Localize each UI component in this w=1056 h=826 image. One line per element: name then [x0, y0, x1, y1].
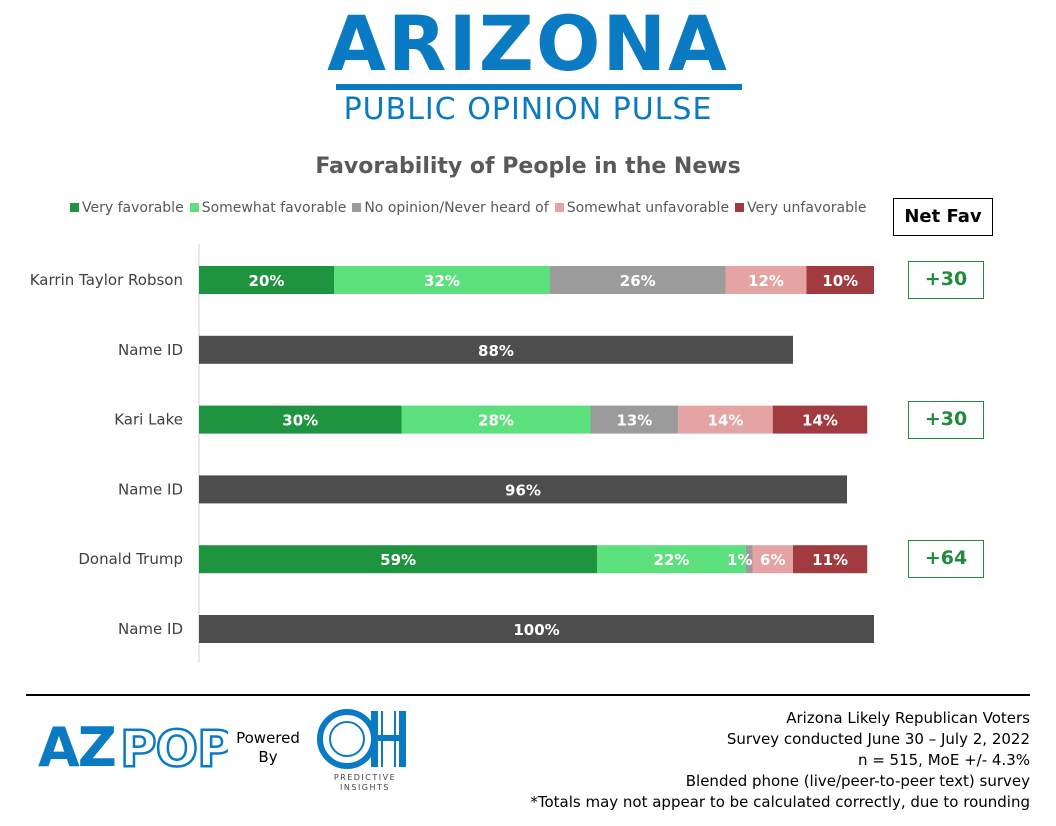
brand-subtitle: PUBLIC OPINION PULSE [343, 92, 713, 127]
bar-segment [597, 545, 746, 574]
survey-line: n = 515, MoE +/- 4.3% [857, 751, 1030, 769]
net-fav-value: +64 [908, 540, 984, 579]
brand-divider [336, 84, 742, 90]
bar-segment [725, 266, 807, 294]
row-label: Name ID [118, 480, 183, 498]
bar-segment [401, 405, 591, 434]
data-label: 30% [282, 412, 318, 430]
legend-swatch [189, 203, 199, 212]
data-label: 14% [708, 412, 744, 430]
legend-item: Somewhat unfavorable [554, 200, 730, 216]
header: ARIZONA PUBLIC OPINION PULSE [0, 0, 1056, 130]
bar-segment [752, 545, 793, 574]
data-label: 22% [654, 551, 690, 569]
bar-segment [590, 405, 679, 434]
data-label: 6% [760, 551, 785, 569]
data-label: 96% [505, 481, 541, 499]
survey-info: Arizona Likely Republican Voters Survey … [530, 708, 1030, 813]
legend-label: Very favorable [82, 200, 184, 216]
chart-legend: Very favorable Somewhat favorable No opini… [70, 200, 900, 216]
oh-logo-caption-2: INSIGHTS [340, 783, 390, 792]
legend-item: Somewhat favorable [189, 200, 347, 216]
legend-label: Somewhat unfavorable [566, 200, 730, 216]
name-id-bar [199, 615, 874, 643]
legend-label: Very unfavorable [747, 200, 867, 216]
legend-item: Very unfavorable [735, 200, 867, 216]
data-label: 14% [802, 412, 838, 430]
data-label: 12% [748, 272, 784, 290]
bar-segment [745, 545, 753, 574]
data-label: 11% [812, 551, 848, 569]
survey-line: *Totals may not appear to be calculated … [530, 793, 1030, 811]
powered-by-label: Powered By [230, 729, 306, 767]
azpop-logo-pop: POP [120, 720, 228, 774]
legend-swatch [70, 203, 79, 212]
legend-swatch [352, 203, 362, 212]
data-label: 26% [620, 272, 656, 290]
legend-item: No opinion/Never heard of [352, 200, 549, 216]
row-label: Karrin Taylor Robson [30, 271, 183, 289]
powered-by-line-2: By [258, 748, 278, 766]
net-fav-header: Net Fav [893, 198, 993, 236]
data-label: 20% [249, 272, 285, 290]
data-label: 59% [380, 551, 416, 569]
data-label: 13% [616, 412, 652, 430]
oh-logo-caption-1: PREDICTIVE [334, 773, 396, 782]
name-id-bar [199, 475, 847, 504]
survey-line: Arizona Likely Republican Voters [786, 709, 1030, 727]
predictive-insights-logo: PREDICTIVE INSIGHTS [317, 709, 406, 792]
data-label: 10% [822, 272, 858, 290]
data-label: 1% [727, 551, 752, 569]
powered-by-line-1: Powered [236, 729, 300, 747]
chart-title: Favorability of People in the News [315, 154, 741, 179]
bar-segment [550, 266, 726, 294]
survey-line: Survey conducted June 30 – July 2, 2022 [726, 730, 1030, 748]
brand-title: ARIZONA [327, 0, 729, 88]
bar-segment [199, 405, 402, 434]
bar-segment [199, 266, 334, 294]
bar-segment [678, 405, 773, 434]
name-id-bar [199, 335, 793, 364]
legend-item: Very favorable [70, 200, 184, 216]
legend-label: Somewhat favorable [201, 200, 347, 216]
data-label: 32% [424, 272, 460, 290]
data-label: 28% [478, 412, 514, 430]
legend-swatch [735, 203, 745, 212]
bar-segment [199, 545, 598, 574]
net-fav-value: +30 [908, 400, 984, 439]
bar-segment [806, 266, 874, 294]
bar-segment [772, 405, 868, 434]
bar-segment [334, 266, 550, 294]
survey-line: Blended phone (live/peer-to-peer text) s… [685, 772, 1030, 790]
bar-segment [793, 545, 868, 574]
row-label: Name ID [118, 620, 183, 638]
row-label: Name ID [118, 341, 183, 359]
stacked-bar-chart: Karrin Taylor Robson 20% 32% 26% 12% 10% Name … [30, 244, 874, 662]
legend-swatch [554, 203, 564, 212]
data-label: 100% [513, 621, 559, 639]
legend-label: No opinion/Never heard of [364, 200, 549, 216]
net-fav-value: +30 [908, 261, 984, 299]
footer-divider [26, 694, 1030, 696]
row-label: Kari Lake [114, 411, 183, 429]
data-label: 88% [478, 342, 514, 360]
azpop-logo-az: AZ [38, 716, 115, 774]
azpop-logo: AZ POP [38, 716, 228, 774]
row-label: Donald Trump [78, 550, 183, 568]
